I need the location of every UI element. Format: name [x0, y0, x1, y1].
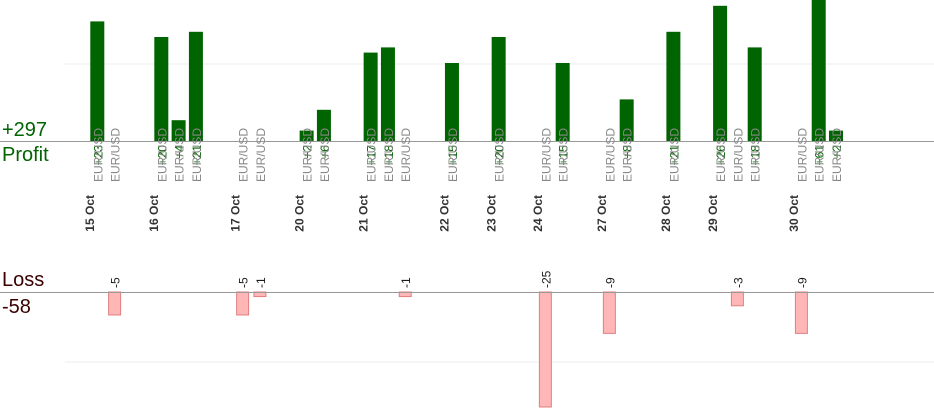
- profit-value-label: +21: [190, 145, 204, 166]
- loss-value-label: -1: [254, 277, 268, 288]
- pair-label: EUR/USD: [493, 128, 507, 182]
- profit-value-label: +61: [813, 145, 827, 166]
- date-label: 30 Oct: [787, 195, 801, 232]
- profit-value-label: +15: [557, 145, 571, 166]
- profit-value-label: +6: [318, 145, 332, 159]
- profit-bar: [666, 31, 681, 141]
- profit-value-label: +2: [301, 145, 315, 159]
- profit-value-labels: +23 +20 +4 +21 +2 +6 +17 +18 +15 +20 +15 +8 +21 +26 +1…: [91, 145, 844, 166]
- pair-label: EUR/USD: [382, 128, 396, 182]
- pair-label: EUR/USD: [813, 128, 827, 182]
- profit-bars: [90, 0, 844, 142]
- pair-label: EUR/USD: [714, 128, 728, 182]
- date-label: 28 Oct: [659, 195, 673, 232]
- date-label: 17 Oct: [228, 195, 242, 232]
- pair-label: EUR/USD: [109, 128, 123, 182]
- loss-bar: [108, 291, 122, 316]
- pair-label: EUR/USD: [173, 128, 187, 182]
- profit-value-label: +20: [493, 145, 507, 166]
- date-label: 16 Oct: [147, 195, 161, 232]
- profit-bar: [188, 31, 203, 141]
- pair-label: EUR/USD: [254, 128, 268, 182]
- date-labels: 15 Oct 16 Oct 17 Oct 20 Oct 21 Oct 22 Oct 23 O…: [83, 195, 801, 232]
- loss-value-label: -1: [399, 277, 413, 288]
- pair-label: EUR/USD: [301, 128, 315, 182]
- profit-bar: [555, 63, 570, 141]
- pair-label: EUR/USD: [155, 128, 169, 182]
- profit-value-label: +2: [830, 145, 844, 159]
- profit-bar: [747, 47, 762, 141]
- pair-label: EUR/USD: [667, 128, 681, 182]
- date-label: 21 Oct: [356, 195, 370, 232]
- pair-label: EUR/USD: [237, 128, 251, 182]
- profit-value-label: +17: [365, 145, 379, 166]
- loss-bar: [602, 291, 616, 334]
- loss-value-label: -9: [603, 277, 617, 288]
- profit-bar: [154, 37, 169, 141]
- date-label: 27 Oct: [595, 195, 609, 232]
- profit-value-label: +21: [667, 145, 681, 166]
- profit-bar: [491, 37, 506, 141]
- pair-label: EUR/USD: [749, 128, 763, 182]
- profit-bar: [811, 0, 826, 142]
- date-label: 15 Oct: [83, 195, 97, 232]
- date-label: 20 Oct: [292, 195, 306, 232]
- profit-bar: [90, 21, 105, 141]
- profit-bar: [444, 63, 459, 141]
- loss-value-label: -9: [795, 277, 809, 288]
- loss-value-labels: -5 -5 -1 -1 -25 -9 -3 -9: [109, 270, 810, 288]
- date-label: 23 Oct: [484, 195, 498, 232]
- pair-label: EUR/USD: [557, 128, 571, 182]
- profit-value-label: +18: [382, 145, 396, 166]
- pair-label: EUR/USD: [603, 128, 617, 182]
- loss-total: -58: [2, 296, 31, 318]
- profit-bar: [619, 99, 634, 141]
- date-label: 22 Oct: [438, 195, 452, 232]
- loss-bar: [730, 291, 744, 307]
- profit-bar: [316, 109, 331, 141]
- pair-labels: EUR/USD EUR/USD EUR/USD EUR/USD EUR/USD EUR/U…: [91, 128, 844, 182]
- profit-bar: [299, 130, 314, 141]
- pair-label: EUR/USD: [318, 128, 332, 182]
- profit-bar: [363, 52, 378, 141]
- loss-bar: [236, 291, 250, 316]
- profit-value-label: +15: [446, 145, 460, 166]
- pair-label: EUR/USD: [446, 128, 460, 182]
- profit-value-label: +4: [173, 145, 187, 159]
- loss-value-label: -5: [109, 277, 123, 288]
- pair-label: EUR/USD: [731, 128, 745, 182]
- pair-label: EUR/USD: [399, 128, 413, 182]
- loss-bar: [794, 291, 808, 334]
- profit-bar: [829, 130, 844, 141]
- profit-value-label: +18: [749, 145, 763, 166]
- profit-value-label: +8: [621, 145, 635, 159]
- date-label: 24 Oct: [531, 195, 545, 232]
- profit-value-label: +20: [155, 145, 169, 166]
- loss-value-label: -25: [539, 270, 553, 288]
- pair-label: EUR/USD: [91, 128, 105, 182]
- profit-value-label: +26: [714, 145, 728, 166]
- pair-label: EUR/USD: [539, 128, 553, 182]
- profit-bar: [380, 47, 395, 141]
- pair-label: EUR/USD: [190, 128, 204, 182]
- pair-label: EUR/USD: [365, 128, 379, 182]
- loss-bars: [108, 291, 808, 408]
- pair-label: EUR/USD: [621, 128, 635, 182]
- date-label: 29 Oct: [706, 195, 720, 232]
- loss-label: Loss: [2, 269, 45, 291]
- pair-label: EUR/USD: [830, 128, 844, 182]
- profit-total: +297: [2, 119, 48, 141]
- loss-bar: [538, 291, 552, 408]
- pair-label: EUR/USD: [795, 128, 809, 182]
- loss-value-label: -3: [731, 277, 745, 288]
- profit-value-label: +23: [91, 145, 105, 166]
- profit-label: Profit: [2, 144, 49, 166]
- profit-bar: [171, 120, 186, 141]
- loss-value-label: -5: [237, 277, 251, 288]
- profit-bar: [713, 5, 728, 141]
